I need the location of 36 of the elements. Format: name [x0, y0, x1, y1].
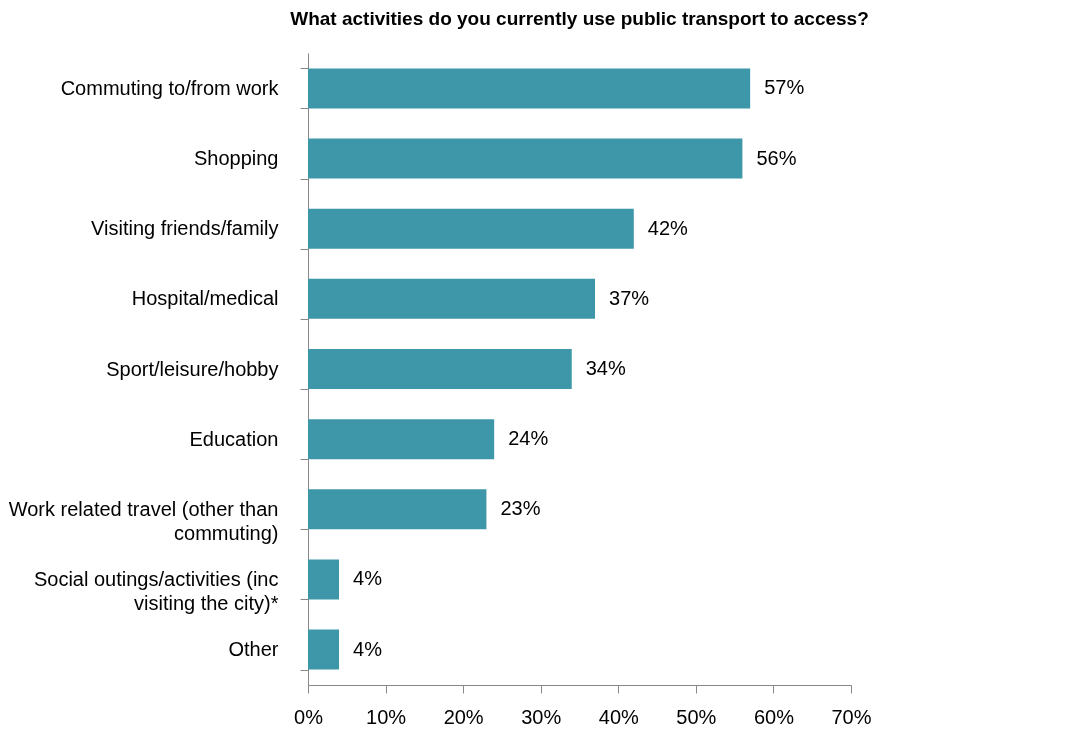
x-tick-label: 70%	[831, 705, 872, 728]
x-tick-label: 50%	[676, 705, 717, 728]
y-tick-label: Shopping	[193, 147, 279, 170]
y-tick-label: Other	[228, 638, 279, 661]
bar	[308, 208, 634, 249]
bar	[308, 559, 340, 600]
bar	[308, 419, 495, 460]
x-tick-label: 60%	[753, 705, 795, 728]
data-label: 37%	[609, 286, 650, 309]
x-tick-label: 10%	[366, 705, 407, 728]
bar	[308, 349, 572, 389]
data-label: 4%	[353, 567, 383, 590]
bar	[308, 629, 340, 670]
data-label: 24%	[508, 427, 549, 450]
x-tick-label: 20%	[443, 705, 484, 728]
y-tick-label: Social outings/activities (inc visiting the city)*	[33, 567, 279, 614]
x-tick-label: 40%	[598, 705, 640, 728]
data-label: 56%	[756, 146, 797, 169]
x-tick-label: 30%	[521, 705, 562, 728]
y-tick-label: Hospital/medical	[131, 287, 279, 310]
y-tick-label: Sport/leisure/hobby	[106, 357, 279, 380]
chart-title: What activities do you currently use public transport to access?	[290, 8, 869, 29]
data-label: 23%	[500, 497, 541, 520]
data-label: 4%	[353, 637, 383, 660]
data-label: 42%	[647, 216, 689, 239]
bar	[308, 138, 743, 179]
y-tick-label: Commuting to/from work	[60, 76, 280, 99]
bar	[308, 68, 751, 109]
data-label: 34%	[585, 357, 626, 379]
bar	[308, 278, 596, 319]
data-label: 57%	[764, 76, 805, 99]
x-tick-label: 0%	[294, 705, 324, 728]
y-tick-label: Work related travel (other than commuting)	[8, 497, 279, 544]
bar	[308, 489, 487, 530]
y-tick-label: Visiting friends/family	[91, 217, 279, 240]
y-tick-label: Education	[189, 427, 279, 450]
